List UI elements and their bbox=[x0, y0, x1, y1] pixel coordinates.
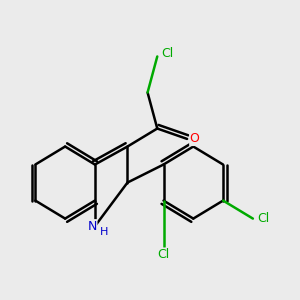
Text: N: N bbox=[88, 220, 97, 233]
Text: Cl: Cl bbox=[158, 248, 169, 261]
Text: O: O bbox=[190, 132, 200, 146]
Text: Cl: Cl bbox=[161, 46, 173, 59]
Text: Cl: Cl bbox=[257, 212, 269, 225]
Text: H: H bbox=[99, 227, 108, 237]
